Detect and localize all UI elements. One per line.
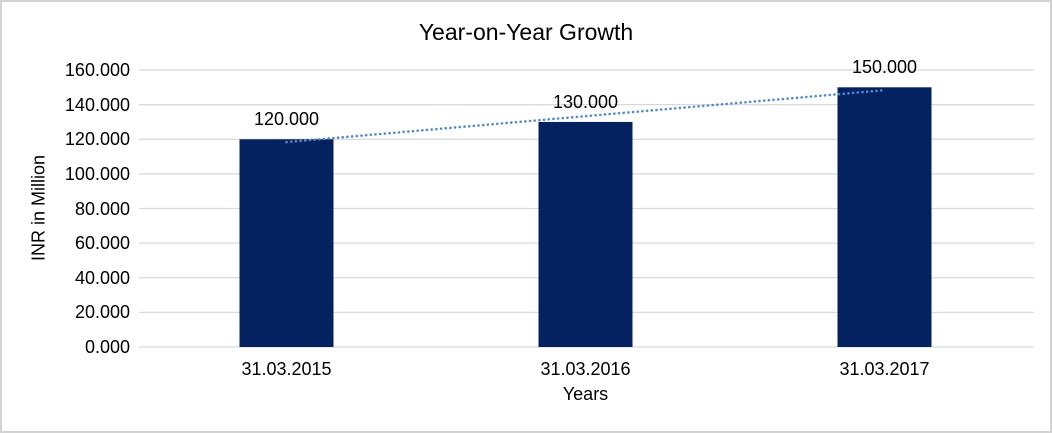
bar-31.03.2015 xyxy=(239,139,334,347)
bar-31.03.2016 xyxy=(538,121,633,347)
x-axis-title: Years xyxy=(562,384,609,404)
bar-31.03.2017 xyxy=(837,87,932,347)
trendline xyxy=(285,88,886,144)
chart-title: Year-on-Year Growth xyxy=(418,19,634,45)
